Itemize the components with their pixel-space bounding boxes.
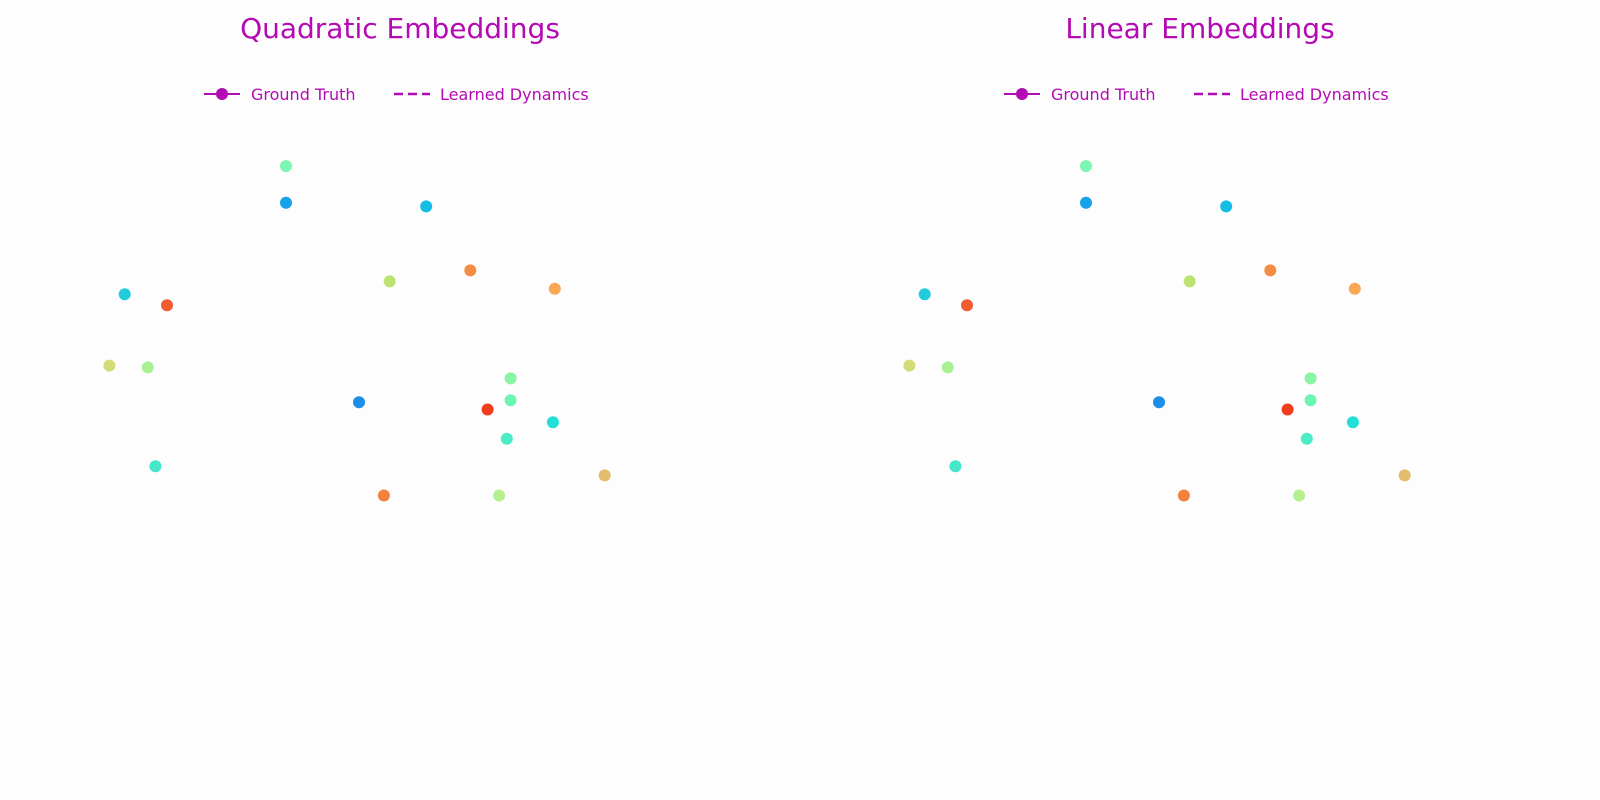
scatter-point [903,359,916,372]
panel-quadratic: Quadratic Embeddings Ground Truth Learne… [103,12,611,502]
scatter-point [918,288,931,301]
scatter-point [546,416,559,429]
scatter-point [504,372,517,385]
scatter-point [118,288,131,301]
legend-ground-truth-label: Ground Truth [251,85,356,104]
scatter-point [949,460,962,473]
scatter-point [1398,469,1411,482]
legend-learned-label: Learned Dynamics [1240,85,1389,104]
scatter-point [598,469,611,482]
scatter-point [1183,275,1196,288]
scatter-point [280,160,292,173]
scatter-point [103,359,116,372]
scatter-point [1080,196,1092,209]
scatter-point [1304,394,1317,407]
scatter-points-linear [903,160,1411,502]
scatter-point [161,299,173,312]
scatter-point [504,394,517,407]
scatter-point [1281,403,1294,416]
scatter-point [1348,282,1361,295]
scatter-point [500,432,513,445]
scatter-point [941,361,954,374]
scatter-point [548,282,561,295]
scatter-point [1304,372,1317,385]
legend-quadratic: Ground Truth Learned Dynamics [204,85,589,104]
scatter-point [1080,160,1092,173]
scatter-point [961,299,973,312]
scatter-point [481,403,494,416]
legend-ground-truth-marker [216,88,228,100]
scatter-point [353,396,365,409]
scatter-point [464,264,477,277]
scatter-point [1264,264,1277,277]
scatter-point [141,361,154,374]
panel-linear: Linear Embeddings Ground Truth Learned D… [903,12,1411,502]
scatter-point [1346,416,1359,429]
legend-linear: Ground Truth Learned Dynamics [1004,85,1389,104]
legend-ground-truth-label: Ground Truth [1051,85,1156,104]
scatter-point [1177,489,1190,502]
legend-ground-truth-marker [1016,88,1028,100]
scatter-points-quadratic [103,160,611,502]
panel-title-quadratic: Quadratic Embeddings [240,12,560,45]
scatter-point [1293,489,1306,502]
scatter-point [149,460,162,473]
legend-learned-label: Learned Dynamics [440,85,589,104]
scatter-point [420,200,433,213]
scatter-point [377,489,390,502]
scatter-point [1300,432,1313,445]
scatter-point [1220,200,1233,213]
panel-title-linear: Linear Embeddings [1065,12,1334,45]
scatter-point [383,275,396,288]
scatter-point [280,196,292,209]
scatter-point [493,489,506,502]
scatter-point [1153,396,1165,409]
